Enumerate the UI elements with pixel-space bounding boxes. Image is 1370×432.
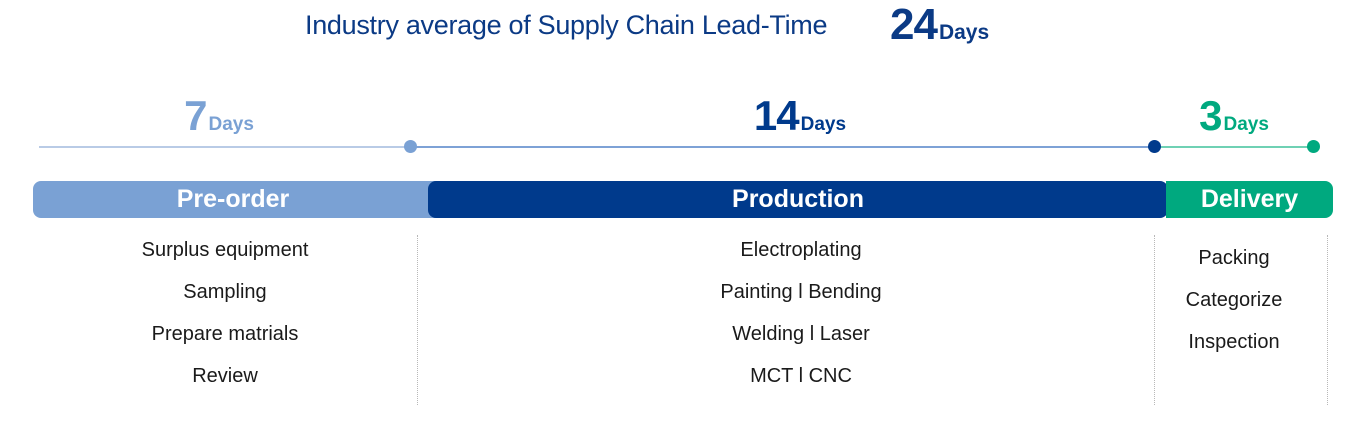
production-end-marker (1148, 140, 1161, 153)
production-task-list: Electroplating Painting l Bending Weldin… (641, 234, 961, 402)
preorder-duration-value: 7 (184, 92, 207, 139)
production-phase-bar: Production (428, 181, 1168, 218)
total-lead-time-unit: Days (938, 21, 990, 44)
total-lead-time-value: 24 (890, 0, 938, 49)
production-phase-label: Production (732, 185, 864, 213)
preorder-duration-unit: Days (208, 114, 254, 135)
preorder-phase-bar: Pre-order (33, 181, 453, 218)
list-item: Packing (1198, 247, 1270, 269)
preorder-end-marker (404, 140, 417, 153)
list-item: Prepare matrials (151, 323, 299, 345)
delivery-phase-label: Delivery (1200, 185, 1299, 213)
list-item: Categorize (1185, 289, 1283, 311)
preorder-divider (417, 235, 418, 405)
delivery-duration: 3 Days (1199, 92, 1269, 140)
header: Industry average of Supply Chain Lead-Ti… (0, 0, 1370, 60)
preorder-duration: 7 Days (184, 92, 254, 140)
list-item: Welding l Laser (732, 323, 870, 345)
list-item: Surplus equipment (141, 239, 309, 261)
delivery-phase-bar: Delivery (1166, 181, 1333, 218)
delivery-duration-unit: Days (1223, 114, 1269, 135)
delivery-timeline-line (1154, 146, 1314, 148)
preorder-task-list: Surplus equipment Sampling Prepare matri… (95, 234, 355, 402)
list-item: Painting l Bending (720, 281, 882, 303)
delivery-end-marker (1307, 140, 1320, 153)
list-item: MCT l CNC (750, 365, 852, 387)
preorder-timeline-line (39, 146, 410, 148)
list-item: Review (192, 365, 258, 387)
delivery-duration-value: 3 (1199, 92, 1222, 139)
production-duration: 14 Days (754, 92, 846, 140)
header-title: Industry average of Supply Chain Lead-Ti… (305, 10, 828, 40)
list-item: Electroplating (740, 239, 862, 261)
list-item: Sampling (183, 281, 267, 303)
delivery-divider (1327, 235, 1328, 405)
production-duration-unit: Days (800, 114, 847, 135)
list-item: Inspection (1188, 331, 1280, 353)
delivery-task-list: Packing Categorize Inspection (1154, 242, 1314, 368)
total-lead-time: 24Days (890, 0, 989, 50)
production-divider (1154, 235, 1155, 405)
production-duration-value: 14 (753, 92, 800, 139)
production-timeline-line (410, 146, 1154, 148)
preorder-phase-label: Pre-order (176, 185, 290, 213)
